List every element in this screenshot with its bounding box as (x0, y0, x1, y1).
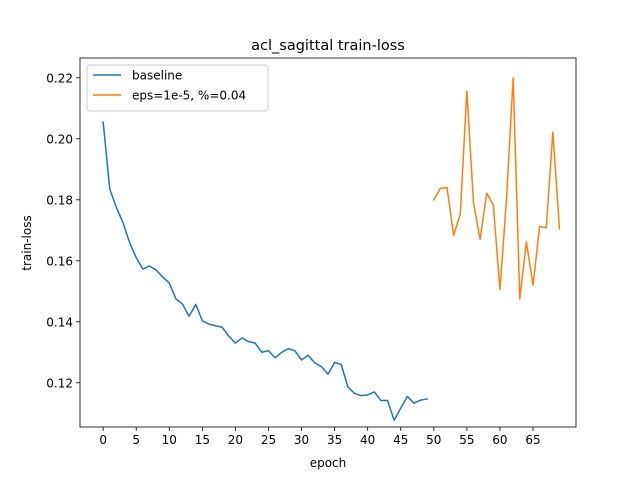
x-tick-label: 60 (492, 433, 507, 447)
legend-entry-label: eps=1e-5, %=0.04 (132, 89, 246, 103)
x-tick-label: 40 (360, 433, 375, 447)
x-tick-label: 45 (393, 433, 408, 447)
x-tick-label: 25 (261, 433, 276, 447)
y-tick-label: 0.16 (46, 254, 73, 268)
x-tick-label: 55 (459, 433, 474, 447)
legend-entry-label: baseline (132, 69, 182, 83)
series-layer (102, 77, 561, 422)
y-axis: 0.12 0.14 0.16 0.18 0.20 0.22 (46, 71, 80, 390)
x-tick-label: 10 (162, 433, 177, 447)
y-tick-label: 0.22 (46, 71, 73, 85)
x-tick-label: 0 (99, 433, 107, 447)
x-axis-label: epoch (310, 456, 347, 470)
y-tick-label: 0.12 (46, 376, 73, 390)
x-axis: 0 5 10 15 20 25 30 35 40 45 50 55 60 65 (99, 427, 541, 447)
x-tick-label: 30 (294, 433, 309, 447)
x-tick-label: 20 (228, 433, 243, 447)
plot-frame (79, 57, 577, 428)
y-tick-label: 0.18 (46, 193, 73, 207)
chart-title: acl_sagittal train-loss (251, 38, 405, 54)
y-axis-label: train-loss (20, 215, 34, 270)
x-tick-label: 35 (327, 433, 342, 447)
x-tick-label: 15 (195, 433, 210, 447)
y-tick-label: 0.20 (46, 132, 73, 146)
y-tick-label: 0.14 (46, 315, 73, 329)
series-line-0 (102, 121, 429, 422)
legend: baseline eps=1e-5, %=0.04 (86, 64, 269, 112)
legend-box (86, 64, 269, 112)
series-line-1 (432, 77, 561, 300)
x-tick-label: 50 (426, 433, 441, 447)
x-tick-label: 65 (525, 433, 540, 447)
x-tick-label: 5 (132, 433, 140, 447)
